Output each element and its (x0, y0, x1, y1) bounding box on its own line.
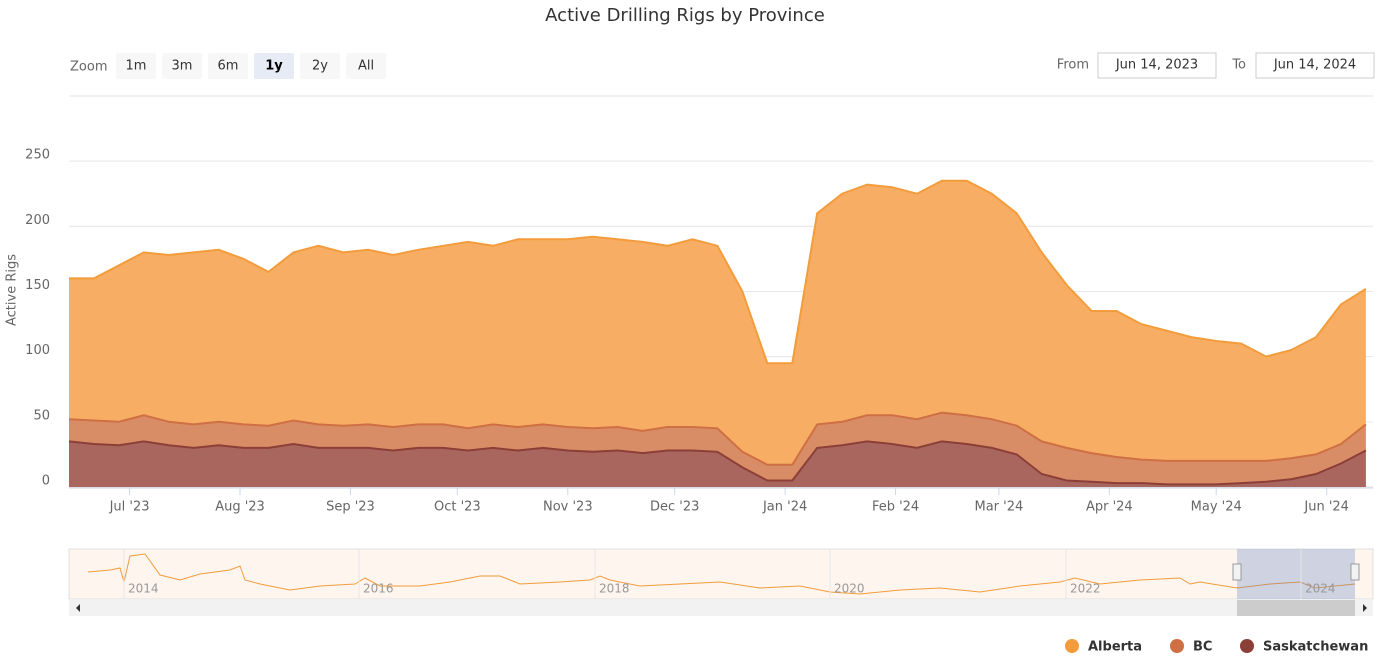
zoom-button-label: All (358, 59, 374, 74)
navigator-handle[interactable] (1232, 563, 1242, 581)
to-label: To (1231, 58, 1246, 73)
scrollbar-track[interactable] (69, 600, 1373, 616)
scrollbar-thumb[interactable] (1237, 600, 1355, 616)
navigator-label: 2014 (128, 582, 159, 596)
area-line (68, 440, 1367, 486)
y-tick-label: 100 (25, 343, 50, 358)
from-input[interactable] (1097, 52, 1217, 79)
legend-marker[interactable] (1240, 639, 1254, 653)
zoom-label: Zoom (70, 60, 107, 75)
zoom-button[interactable] (208, 53, 248, 79)
x-tick-label: Apr '24 (1086, 500, 1133, 515)
x-tick-label: Dec '23 (650, 500, 699, 515)
navigator-label: 2022 (1070, 582, 1101, 596)
area (69, 412, 1366, 485)
navigator-label: 2016 (363, 582, 394, 596)
zoom-button[interactable] (116, 53, 156, 79)
x-tick-label: Sep '23 (326, 500, 375, 515)
legend-label[interactable]: Saskatchewan (1263, 640, 1368, 655)
legend-marker[interactable] (1170, 639, 1184, 653)
area-line (68, 411, 1367, 466)
legend-marker[interactable] (1065, 639, 1079, 653)
x-tick-label: Aug '23 (215, 500, 265, 515)
x-tick-label: Jan '24 (762, 500, 807, 515)
x-tick-label: May '24 (1191, 500, 1242, 515)
zoom-button[interactable] (254, 53, 294, 79)
zoom-button-label: 1y (265, 59, 283, 74)
x-tick-label: Jul '23 (109, 500, 150, 515)
x-tick-label: Oct '23 (434, 500, 481, 515)
zoom-button[interactable] (162, 53, 202, 79)
y-tick-label: 250 (25, 148, 50, 163)
area (69, 441, 1366, 487)
x-tick-label: Mar '24 (975, 500, 1024, 515)
x-tick-label: Jun '24 (1303, 500, 1349, 515)
navigator-handle[interactable] (1350, 563, 1360, 581)
y-tick-label: 150 (25, 278, 50, 293)
navigator-label: 2020 (834, 582, 865, 596)
legend-label[interactable]: Alberta (1088, 640, 1142, 655)
legend-label[interactable]: BC (1193, 640, 1212, 655)
area-line (69, 179, 1367, 365)
x-tick-label: Feb '24 (872, 500, 919, 515)
navigator-selection[interactable] (1237, 549, 1355, 599)
zoom-button-label: 6m (218, 59, 239, 74)
zoom-button[interactable] (346, 53, 386, 79)
chart-title: Active Drilling Rigs by Province (545, 5, 825, 26)
y-tick-label: 50 (33, 408, 50, 423)
from-label: From (1057, 58, 1089, 73)
navigator-label: 2024 (1305, 582, 1336, 596)
zoom-button[interactable] (300, 53, 340, 79)
navigator[interactable] (68, 548, 1374, 600)
to-input[interactable] (1255, 52, 1375, 79)
y-tick-label: 0 (42, 474, 50, 489)
to-value: Jun 14, 2024 (1273, 58, 1356, 73)
navigator-label: 2018 (599, 582, 630, 596)
area (69, 180, 1366, 465)
from-value: Jun 14, 2023 (1115, 58, 1198, 73)
zoom-button-label: 3m (172, 59, 193, 74)
y-axis-title: Active Rigs (5, 254, 20, 326)
zoom-button-label: 1m (126, 59, 147, 74)
zoom-button-label: 2y (312, 59, 328, 74)
y-tick-label: 200 (25, 213, 50, 228)
x-tick-label: Nov '23 (543, 500, 593, 515)
